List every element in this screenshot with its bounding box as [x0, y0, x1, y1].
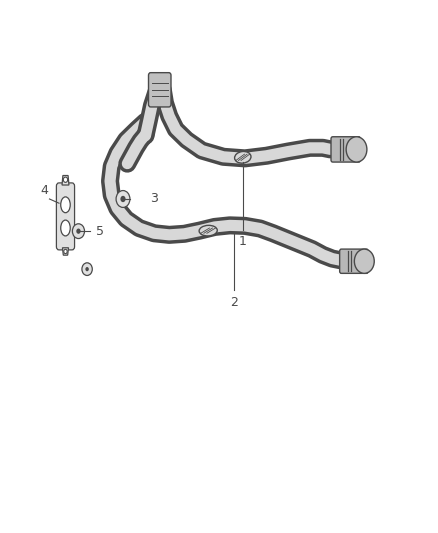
Text: 2: 2: [230, 295, 238, 309]
Circle shape: [64, 249, 67, 254]
Circle shape: [72, 224, 85, 239]
Circle shape: [64, 177, 67, 182]
FancyBboxPatch shape: [331, 137, 360, 162]
Circle shape: [346, 137, 367, 162]
Text: 5: 5: [96, 225, 104, 238]
Circle shape: [76, 229, 81, 234]
Polygon shape: [63, 248, 68, 255]
Circle shape: [82, 263, 92, 276]
Circle shape: [116, 191, 130, 207]
Ellipse shape: [199, 225, 217, 236]
Ellipse shape: [235, 151, 251, 163]
Text: 4: 4: [40, 184, 48, 197]
FancyBboxPatch shape: [57, 183, 74, 250]
Ellipse shape: [61, 220, 70, 236]
Circle shape: [85, 267, 89, 271]
Polygon shape: [62, 175, 69, 185]
Text: 1: 1: [239, 235, 247, 248]
Circle shape: [354, 249, 374, 273]
Ellipse shape: [61, 197, 70, 213]
Text: 3: 3: [150, 192, 158, 206]
FancyBboxPatch shape: [339, 249, 368, 273]
Circle shape: [120, 196, 126, 202]
FancyBboxPatch shape: [148, 72, 171, 107]
